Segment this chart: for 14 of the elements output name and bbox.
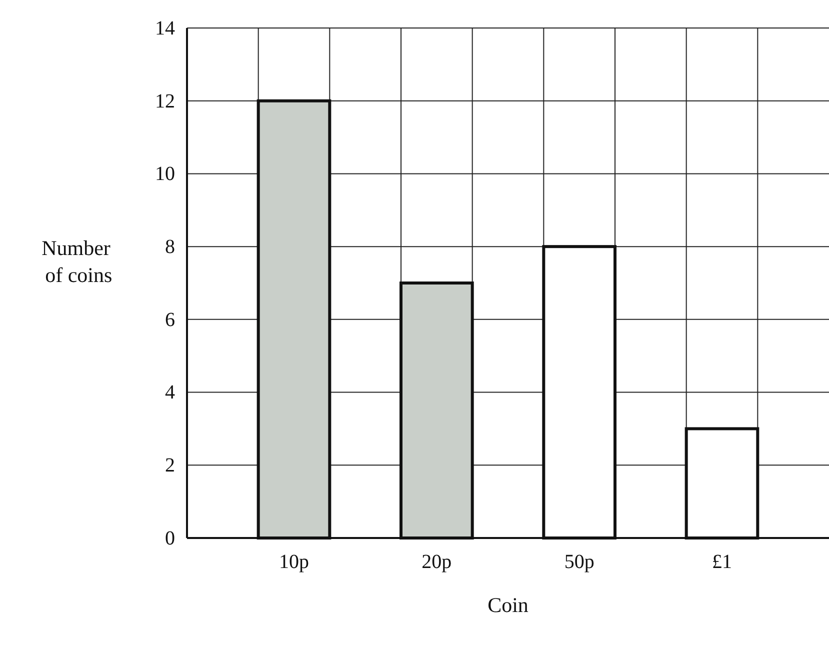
y-tick-label: 2: [165, 454, 175, 477]
x-tick-label: 20p: [422, 551, 452, 574]
y-tick-label: 6: [165, 308, 175, 331]
y-tick-label: 10: [155, 163, 175, 186]
y-tick-label: 12: [155, 90, 175, 112]
y-tick-label: 8: [165, 236, 175, 258]
y-tick-label: 0: [165, 527, 175, 550]
x-tick-label: 50p: [564, 551, 594, 574]
y-axis-title: Number of coins: [40, 236, 112, 287]
y-tick-label: 14: [155, 17, 175, 40]
x-tick-label: £1: [712, 551, 732, 574]
x-tick-label: 10p: [279, 551, 309, 574]
x-axis-title: Coin: [488, 593, 529, 617]
y-tick-label: 4: [165, 382, 175, 404]
